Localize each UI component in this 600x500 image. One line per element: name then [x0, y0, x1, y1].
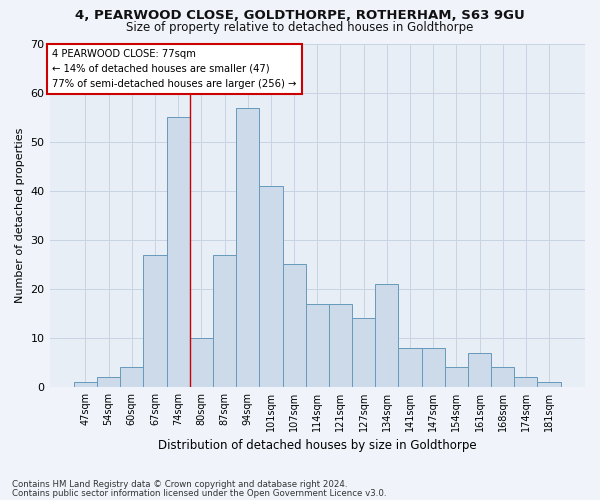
Y-axis label: Number of detached properties: Number of detached properties [15, 128, 25, 303]
Bar [538, 382, 560, 387]
Bar [120, 368, 143, 387]
X-axis label: Distribution of detached houses by size in Goldthorpe: Distribution of detached houses by size … [158, 440, 476, 452]
Bar [491, 368, 514, 387]
Bar [259, 186, 283, 387]
Bar [329, 304, 352, 387]
Text: Size of property relative to detached houses in Goldthorpe: Size of property relative to detached ho… [127, 21, 473, 34]
Bar [97, 377, 120, 387]
Bar [468, 352, 491, 387]
Text: Contains HM Land Registry data © Crown copyright and database right 2024.: Contains HM Land Registry data © Crown c… [12, 480, 347, 489]
Bar [445, 368, 468, 387]
Bar [422, 348, 445, 387]
Bar [213, 254, 236, 387]
Bar [352, 318, 375, 387]
Bar [398, 348, 422, 387]
Bar [514, 377, 538, 387]
Bar [375, 284, 398, 387]
Bar [143, 254, 167, 387]
Bar [74, 382, 97, 387]
Bar [190, 338, 213, 387]
Bar [236, 108, 259, 387]
Bar [305, 304, 329, 387]
Text: 4, PEARWOOD CLOSE, GOLDTHORPE, ROTHERHAM, S63 9GU: 4, PEARWOOD CLOSE, GOLDTHORPE, ROTHERHAM… [75, 9, 525, 22]
Text: 4 PEARWOOD CLOSE: 77sqm
← 14% of detached houses are smaller (47)
77% of semi-de: 4 PEARWOOD CLOSE: 77sqm ← 14% of detache… [52, 49, 296, 88]
Bar [283, 264, 305, 387]
Bar [167, 118, 190, 387]
Text: Contains public sector information licensed under the Open Government Licence v3: Contains public sector information licen… [12, 489, 386, 498]
